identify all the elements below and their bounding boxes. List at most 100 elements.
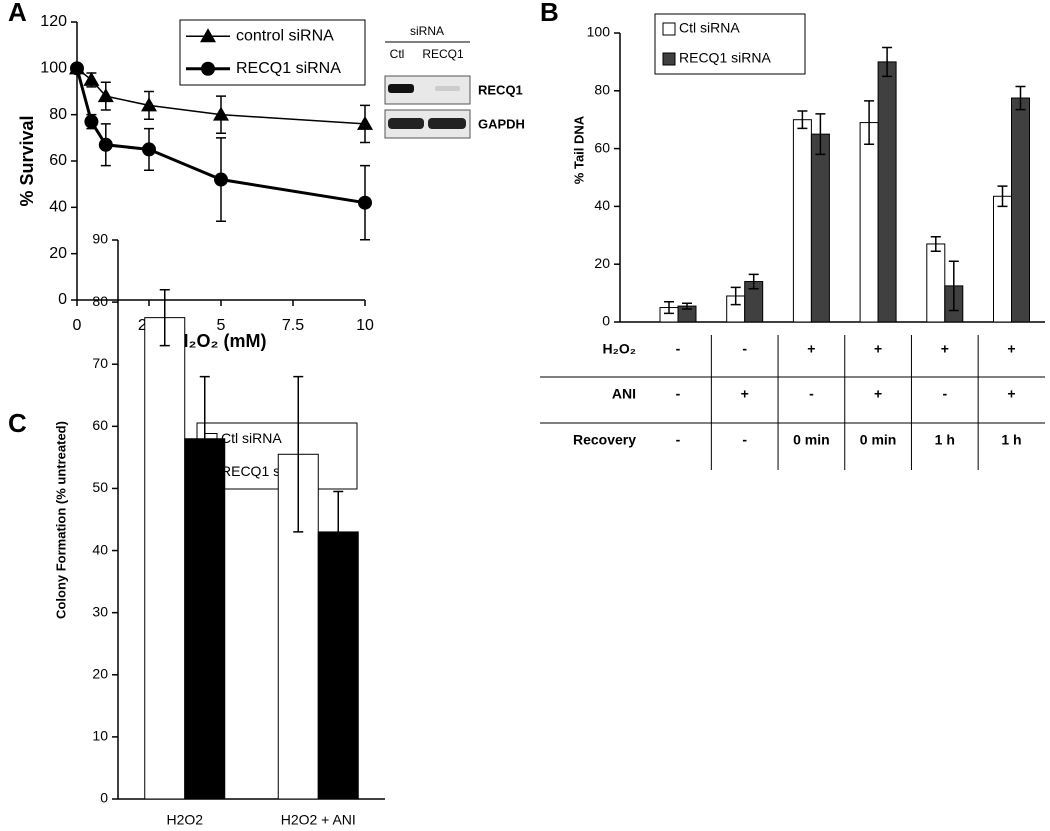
marker bbox=[70, 61, 84, 76]
condition-cell: - bbox=[742, 341, 747, 357]
condition-cell: + bbox=[807, 341, 815, 357]
blot-band bbox=[428, 118, 466, 129]
condition-cell: 0 min bbox=[793, 432, 830, 448]
lane-label: Ctl bbox=[390, 47, 405, 61]
y-tick-label: 80 bbox=[92, 293, 108, 309]
bar bbox=[926, 243, 946, 323]
error-bar bbox=[948, 260, 959, 312]
blot-row-label: RECQ1 bbox=[478, 82, 523, 97]
marker bbox=[214, 172, 228, 187]
y-tick-label: 10 bbox=[92, 728, 108, 744]
y-tick-label: 0 bbox=[58, 291, 67, 308]
x-tick-label: 10 bbox=[356, 317, 374, 334]
condition-cell: - bbox=[676, 386, 681, 402]
condition-cell: + bbox=[1007, 386, 1015, 402]
panel-label: C bbox=[8, 408, 27, 438]
bar bbox=[317, 531, 359, 800]
legend-label: control siRNA bbox=[236, 27, 334, 44]
y-tick-label: 100 bbox=[40, 60, 67, 77]
condition-cell: - bbox=[676, 341, 681, 357]
y-tick-label: 120 bbox=[40, 13, 67, 30]
blot-row-label: GAPDH bbox=[478, 116, 525, 131]
error-bar bbox=[1015, 85, 1026, 111]
y-tick-label: 40 bbox=[92, 541, 108, 557]
marker bbox=[213, 106, 229, 121]
legend-marker bbox=[200, 28, 216, 43]
condition-cell: - bbox=[942, 386, 947, 402]
legend-marker bbox=[201, 61, 215, 76]
condition-cell: 1 h bbox=[935, 432, 955, 448]
panel-label: B bbox=[540, 0, 559, 27]
condition-cell: + bbox=[941, 341, 949, 357]
x-tick-label: H2O2 + ANI bbox=[281, 812, 356, 828]
condition-cell: + bbox=[874, 341, 882, 357]
lane-label: RECQ1 bbox=[422, 47, 464, 61]
error-bar bbox=[930, 235, 941, 252]
marker bbox=[142, 142, 156, 157]
legend-label: RECQ1 siRNA bbox=[679, 50, 771, 66]
condition-cell: 1 h bbox=[1001, 432, 1021, 448]
error-bar bbox=[664, 301, 674, 315]
bar bbox=[993, 195, 1012, 323]
error-bar bbox=[815, 113, 826, 156]
bar bbox=[144, 317, 186, 800]
legend-label: Ctl siRNA bbox=[221, 430, 282, 446]
error-bar bbox=[730, 286, 741, 306]
marker bbox=[358, 195, 372, 210]
bar bbox=[877, 61, 897, 323]
legend-label: RECQ1 siRNA bbox=[236, 60, 341, 77]
y-tick-label: 50 bbox=[92, 479, 108, 495]
marker bbox=[97, 88, 114, 103]
blot-band bbox=[435, 86, 460, 91]
x-tick-label: H2O2 bbox=[166, 812, 203, 828]
marker bbox=[141, 97, 157, 112]
western-blot: siRNA Ctl RECQ1 RECQ1 GAPDH bbox=[384, 24, 525, 139]
legend-box bbox=[654, 13, 806, 75]
error-bar bbox=[748, 273, 759, 290]
error-bar bbox=[159, 288, 170, 347]
blot-band bbox=[388, 118, 424, 129]
x-tick-label: 7.5 bbox=[282, 317, 304, 334]
condition-cell: - bbox=[809, 386, 814, 402]
y-tick-label: 20 bbox=[92, 665, 108, 681]
bar bbox=[792, 119, 812, 323]
marker bbox=[98, 137, 113, 152]
bar bbox=[1011, 97, 1030, 323]
condition-label: ANI bbox=[612, 386, 636, 402]
y-axis-label: Colony Formation (% untreated) bbox=[53, 421, 68, 619]
marker bbox=[83, 71, 100, 86]
y-tick-label: 60 bbox=[49, 152, 67, 169]
legend-swatch bbox=[662, 22, 676, 36]
error-bar bbox=[333, 490, 344, 574]
blot-band bbox=[388, 84, 414, 93]
condition-cell: - bbox=[742, 432, 747, 448]
y-tick-label: 100 bbox=[587, 24, 611, 40]
condition-cell: - bbox=[676, 432, 681, 448]
y-tick-label: 0 bbox=[100, 790, 108, 806]
legend-label: Ctl siRNA bbox=[679, 20, 740, 36]
y-tick-label: 60 bbox=[92, 417, 108, 433]
condition-label: H₂O₂ bbox=[603, 341, 636, 357]
y-axis-label: % Survival bbox=[17, 115, 37, 206]
y-tick-label: 0 bbox=[602, 313, 610, 329]
condition-cell: + bbox=[741, 386, 749, 402]
condition-label: Recovery bbox=[573, 432, 636, 448]
blot-header: siRNA bbox=[410, 24, 444, 38]
y-tick-label: 40 bbox=[49, 199, 67, 216]
x-tick-label: 0 bbox=[73, 317, 82, 334]
x-axis-label: H₂O₂ (mM) bbox=[176, 331, 267, 351]
bar bbox=[810, 133, 830, 323]
y-tick-label: 90 bbox=[92, 231, 108, 247]
y-axis-label: % Tail DNA bbox=[571, 115, 586, 184]
legend-swatch bbox=[662, 52, 676, 66]
condition-cell: + bbox=[874, 386, 882, 402]
y-tick-label: 40 bbox=[594, 197, 610, 213]
condition-cell: 0 min bbox=[860, 432, 897, 448]
y-tick-label: 20 bbox=[49, 245, 67, 262]
x-tick-label: 5 bbox=[217, 317, 226, 334]
y-tick-label: 70 bbox=[92, 355, 108, 371]
bar bbox=[859, 122, 879, 323]
error-bar bbox=[199, 375, 210, 502]
y-tick-label: 60 bbox=[594, 139, 610, 155]
